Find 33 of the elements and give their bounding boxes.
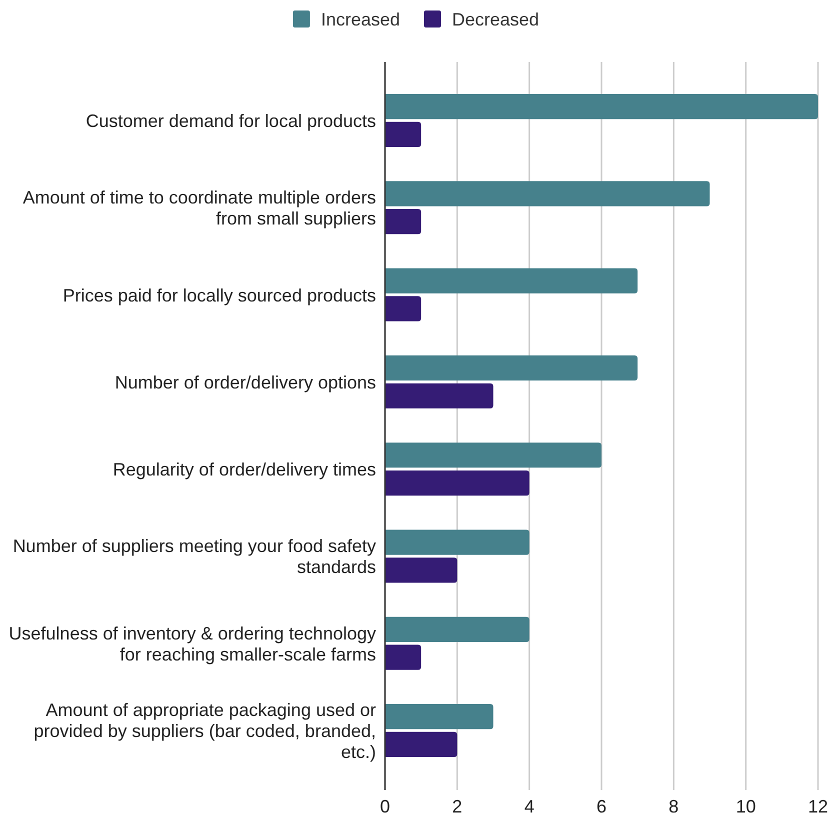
bar xyxy=(385,181,710,206)
x-tick-label: 2 xyxy=(452,796,462,816)
bar xyxy=(385,470,530,496)
bar xyxy=(385,616,530,642)
y-tick-label: Customer demand for local products xyxy=(86,110,376,131)
bar xyxy=(385,442,602,468)
bar xyxy=(385,644,422,670)
y-tick-label: Number of order/delivery options xyxy=(114,372,376,392)
bar xyxy=(385,209,422,234)
x-tick-label: 10 xyxy=(736,796,756,816)
x-tick-label: 0 xyxy=(380,796,390,816)
bar xyxy=(385,558,458,583)
y-tick-label: Regularity of order/delivery times xyxy=(112,460,376,480)
x-tick-label: 8 xyxy=(668,796,679,816)
y-tick-label: Number of suppliers meeting your food safety standards xyxy=(12,536,376,578)
legend-label: Increased xyxy=(320,10,400,30)
y-tick-label: Amount of appropriate packaging used or provided by suppliers (bar coded, branded, etc.) xyxy=(34,700,376,762)
bar xyxy=(385,122,422,147)
bar xyxy=(385,732,458,757)
x-tick-label: 12 xyxy=(808,796,828,816)
bar xyxy=(385,268,638,294)
bar xyxy=(385,296,422,322)
legend-label: Decreased xyxy=(452,10,540,30)
y-tick-label: Amount of time to coordinate multiple orders from small suppliers xyxy=(22,188,376,229)
x-tick-label: 4 xyxy=(524,796,534,816)
y-tick-label: Prices paid for locally sourced products xyxy=(62,285,376,306)
bar xyxy=(385,355,638,381)
bar xyxy=(385,94,818,120)
y-tick-label: Usefulness of inventory & ordering technology for reaching smaller-scale farms xyxy=(8,623,376,664)
bar xyxy=(385,383,494,408)
x-tick-label: 6 xyxy=(596,796,607,816)
bar xyxy=(385,704,494,730)
bar xyxy=(385,530,530,555)
